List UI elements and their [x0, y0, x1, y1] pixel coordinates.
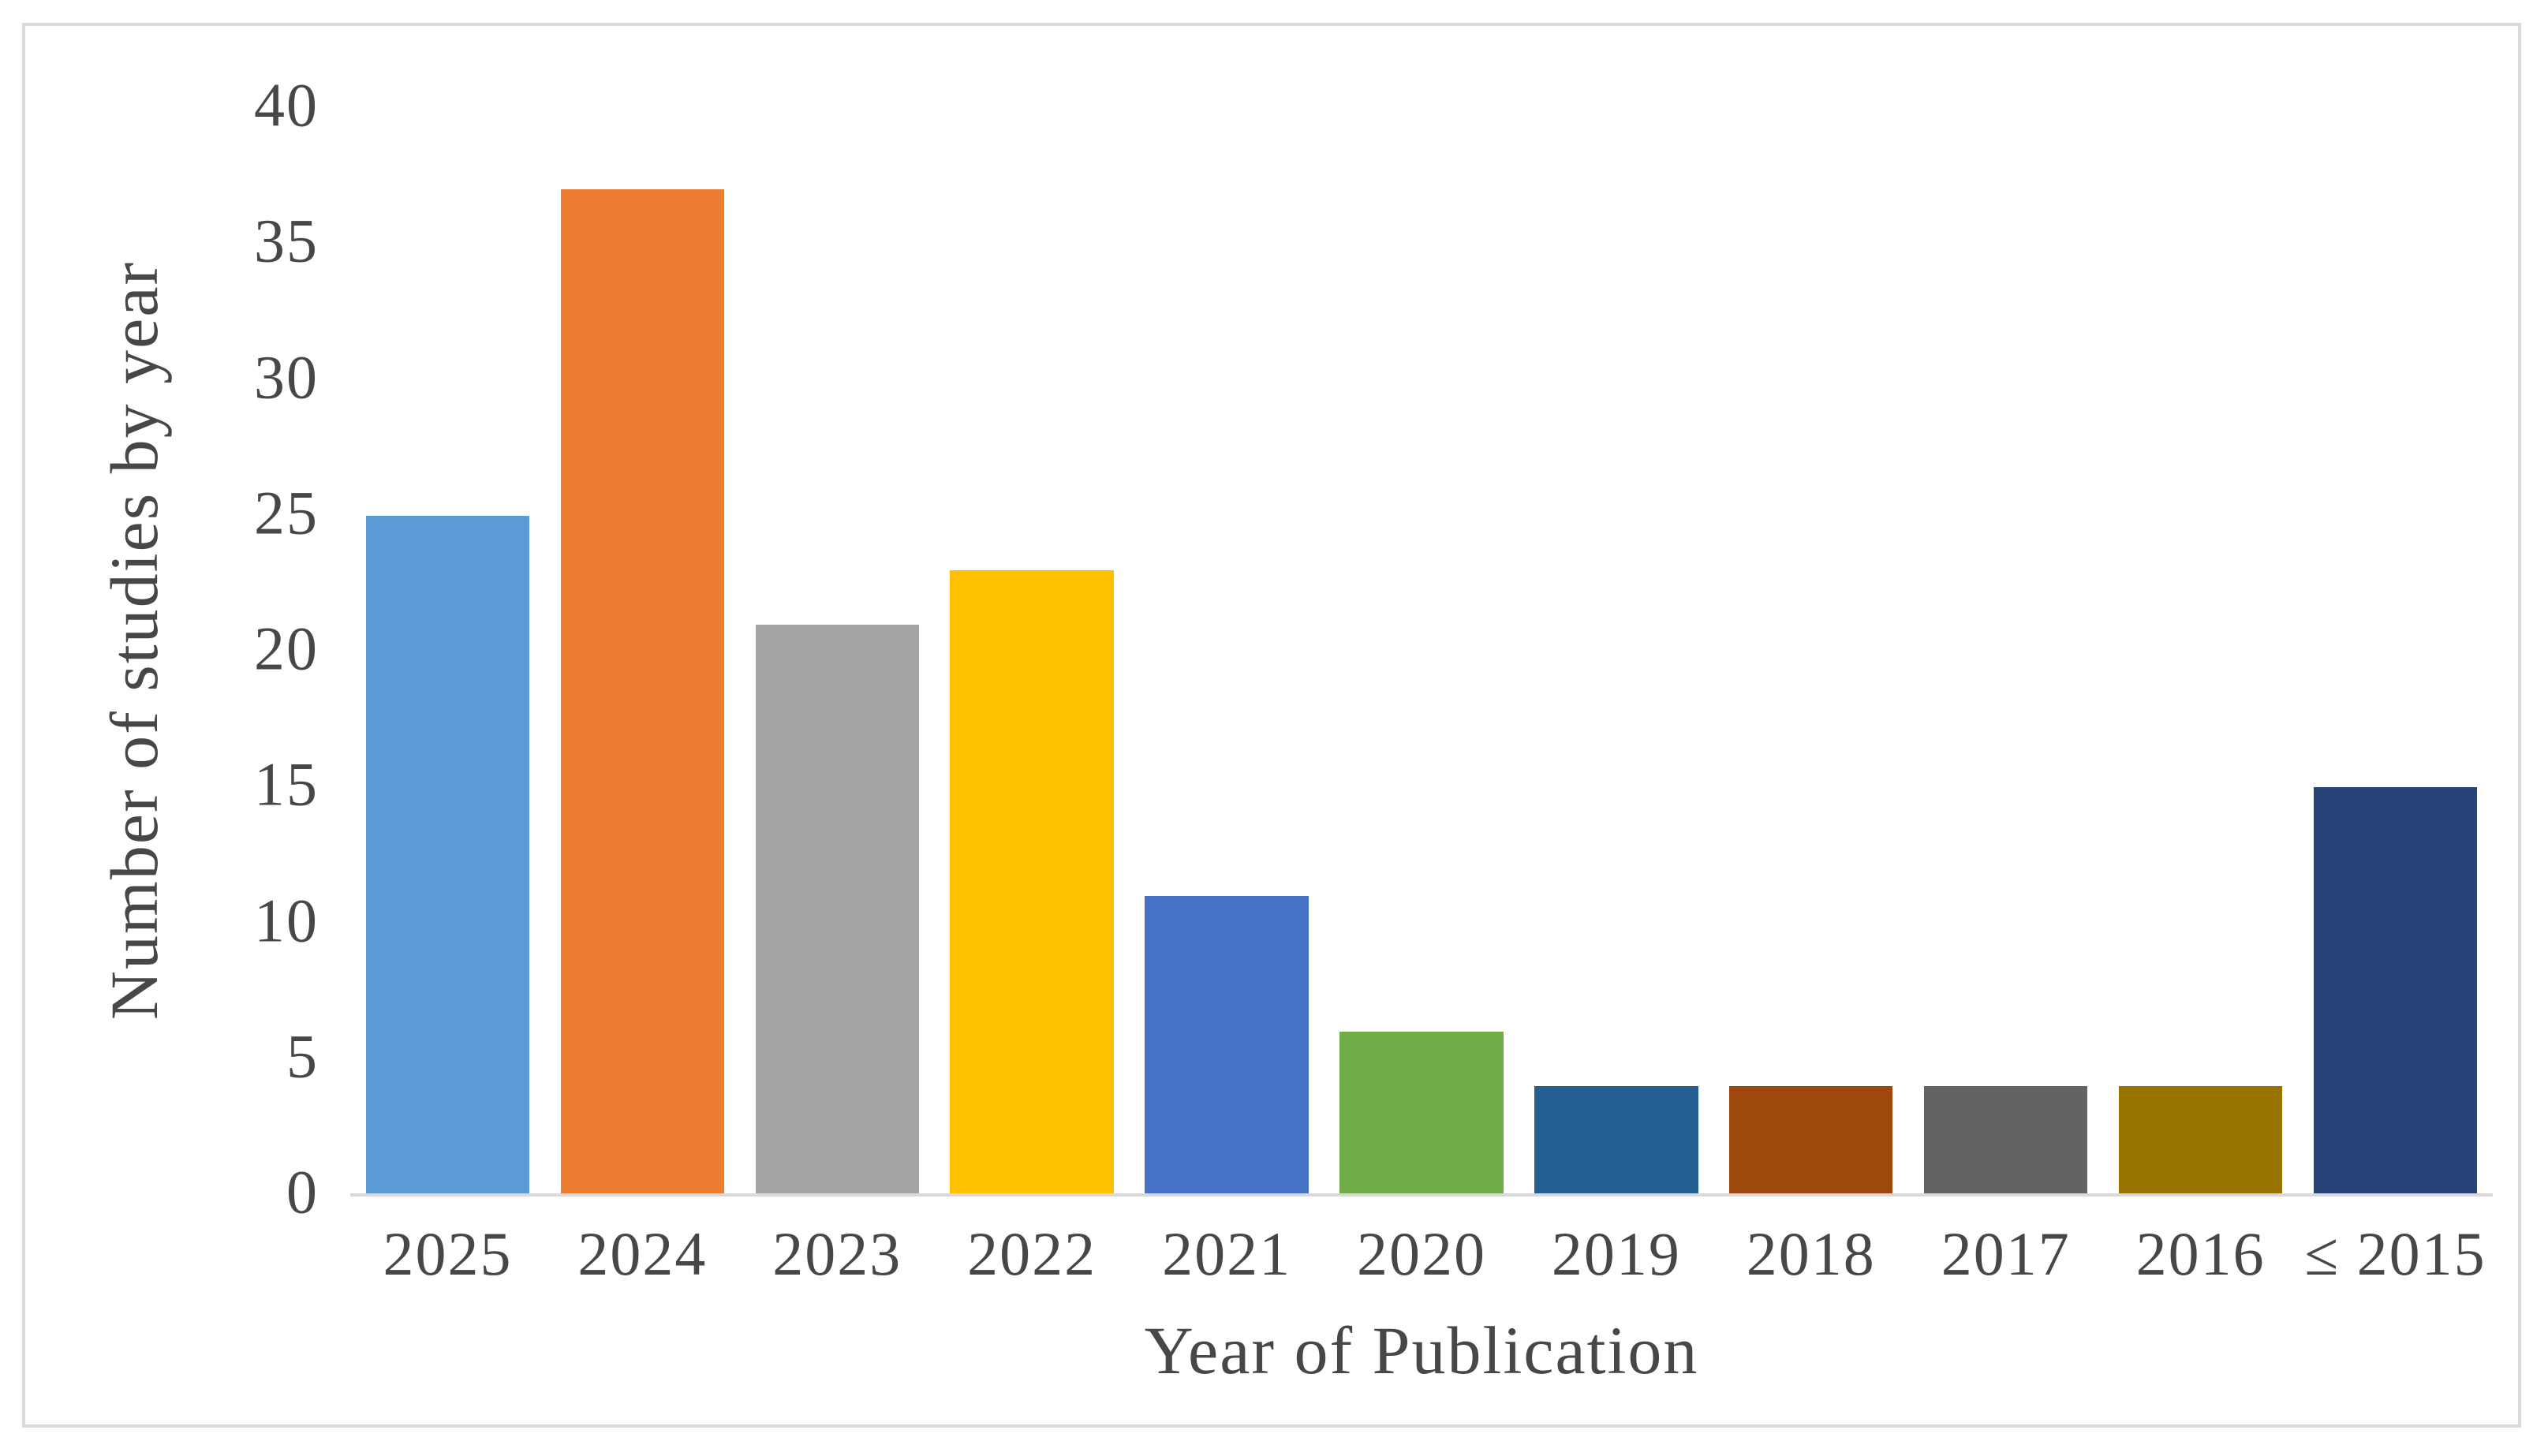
bar-slot-2018: [1713, 108, 1908, 1195]
x-tick-label-2017: 2017: [1941, 1219, 2071, 1288]
bar-2017: [1924, 1086, 2088, 1195]
y-tick-label-25: 25: [254, 478, 319, 547]
y-tick-label-0: 0: [286, 1157, 319, 1226]
y-tick-label-40: 40: [254, 70, 319, 140]
y-tick-label-15: 15: [254, 749, 319, 819]
bar-slot-2020: [1324, 108, 1519, 1195]
bar-2022: [950, 569, 1114, 1195]
x-tick-label-2020: 2020: [1356, 1219, 1486, 1288]
bar-slot-2024: [545, 108, 740, 1195]
bar-2021: [1145, 896, 1309, 1195]
bar-slot-2017: [1908, 108, 2103, 1195]
y-axis-tick-labels: 0 5 10 15 20 25 30 35 40: [0, 0, 319, 1456]
bar-2025: [365, 515, 530, 1195]
y-tick-label-20: 20: [254, 614, 319, 683]
x-axis-title: Year of Publication: [1144, 1312, 1699, 1388]
x-tick-label-2025: 2025: [383, 1219, 513, 1288]
x-tick-label-2023: 2023: [772, 1219, 902, 1288]
y-tick-label-10: 10: [254, 885, 319, 954]
y-tick-label-35: 35: [254, 206, 319, 275]
bar-2018: [1729, 1086, 1893, 1195]
bar-2020: [1339, 1032, 1504, 1195]
x-tick-label-2018: 2018: [1746, 1219, 1876, 1288]
bar-series: [350, 108, 2493, 1195]
x-tick-label-≤ 2015: ≤ 2015: [2304, 1219, 2486, 1288]
bar-slot-2016: [2103, 108, 2298, 1195]
x-tick-label-2022: 2022: [967, 1219, 1097, 1288]
bar-slot-2022: [935, 108, 1130, 1195]
bar-slot-≤ 2015: [2298, 108, 2493, 1195]
x-axis-tick-labels: 2025 2024 2023 2022 2021 2020 2019 2018 2017 2016…: [350, 1219, 2493, 1290]
x-tick-label-2019: 2019: [1551, 1219, 1681, 1288]
plot-area: [350, 108, 2493, 1195]
bar-2019: [1534, 1086, 1698, 1195]
x-tick-label-2024: 2024: [577, 1219, 708, 1288]
y-tick-label-5: 5: [286, 1021, 319, 1091]
y-tick-label-30: 30: [254, 342, 319, 411]
bar-2023: [755, 624, 919, 1195]
x-tick-label-2021: 2021: [1162, 1219, 1292, 1288]
bar-2016: [2118, 1086, 2283, 1195]
x-tick-label-2016: 2016: [2135, 1219, 2266, 1288]
bar-≤ 2015: [2313, 787, 2478, 1195]
bar-slot-2025: [350, 108, 545, 1195]
x-axis-line: [350, 1193, 2493, 1197]
bar-slot-2023: [740, 108, 935, 1195]
bar-2024: [560, 189, 725, 1195]
bar-slot-2021: [1130, 108, 1324, 1195]
bar-slot-2019: [1519, 108, 1713, 1195]
